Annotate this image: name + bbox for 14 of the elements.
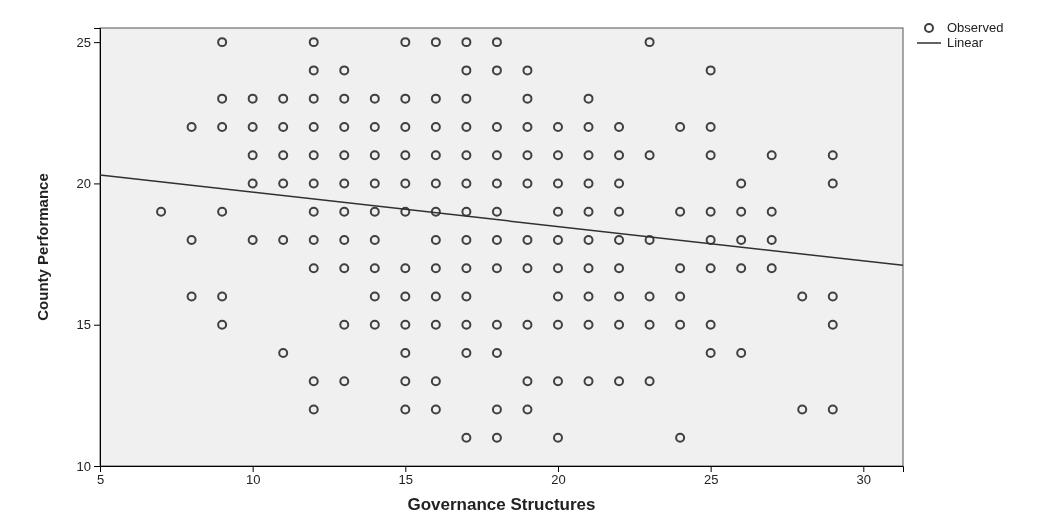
x-tick-label: 5 (96, 472, 105, 488)
y-axis-title: County Performance (34, 173, 51, 321)
legend-label: Observed (947, 20, 1004, 35)
x-tick-label: 30 (856, 472, 872, 488)
y-tick-label: 10 (76, 458, 91, 474)
y-tick-label: 15 (76, 317, 91, 333)
x-tick-label: 25 (703, 472, 719, 488)
y-tick-label: 25 (76, 34, 91, 50)
legend-label: Linear (947, 35, 984, 50)
x-tick-label: 20 (551, 472, 566, 488)
x-axis-title: Governance Structures (407, 495, 596, 514)
x-tick-label: 15 (398, 472, 414, 488)
y-tick-label: 20 (76, 176, 91, 192)
x-tick-label: 10 (245, 472, 261, 488)
